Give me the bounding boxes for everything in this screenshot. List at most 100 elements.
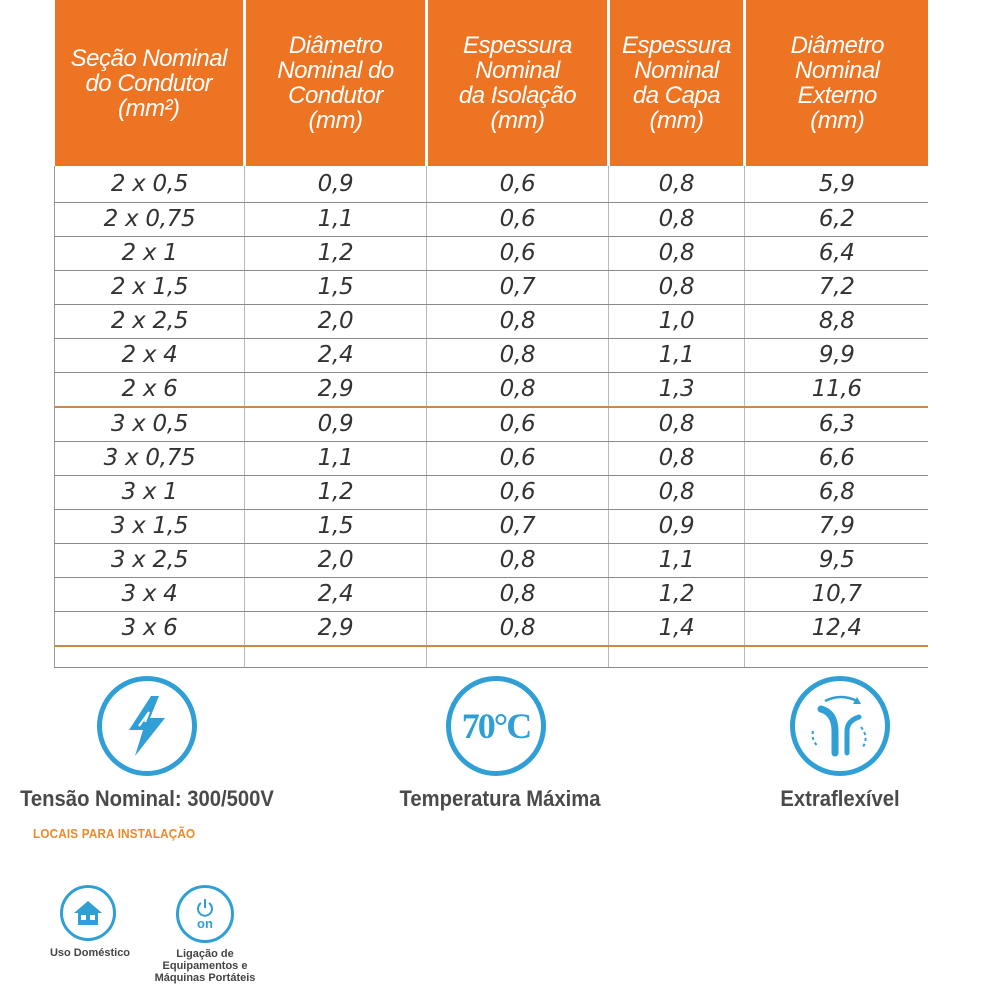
feature-tensao: Tensão Nominal: 300/500V: [0, 676, 300, 816]
power-on-icon: on: [176, 885, 234, 943]
table-cell: 2 x 4: [54, 338, 245, 373]
table-cell: 2 x 0,75: [54, 202, 245, 237]
locais-item-ligacao-equipamentos: on Ligação de Equipamentos e Máquinas Po…: [140, 885, 270, 995]
table-cell: 6,8: [744, 475, 928, 510]
table-cell: 0,8: [608, 407, 745, 442]
table-cell: 2,9: [244, 611, 427, 647]
table-cell-empty: [54, 646, 245, 668]
feature-temperatura-label: Temperatura Máxima: [399, 786, 601, 811]
table-cell: 0,8: [426, 338, 609, 373]
table-cell: 1,2: [608, 577, 745, 612]
table-cell: 0,8: [426, 611, 609, 647]
table-cell: 2,9: [244, 372, 427, 408]
table-cell: 0,8: [608, 270, 745, 305]
table-cell: 0,9: [244, 407, 427, 442]
table-row: 3 x 0,5 0,9 0,6 0,8 6,3: [54, 407, 928, 442]
table-cell: 1,5: [244, 509, 427, 544]
table-cell: 2,0: [244, 304, 427, 339]
lightning-icon: [97, 676, 197, 776]
table-cell: 2 x 6: [54, 372, 245, 408]
table-cell: 1,5: [244, 270, 427, 305]
cable-specs-table: Seção Nominal do Condutor (mm²) Diâmetro…: [54, 0, 928, 668]
table-row: 2 x 0,75 1,1 0,6 0,8 6,2: [54, 202, 928, 237]
table-cell: 0,6: [426, 236, 609, 271]
header-espessura-isolacao: Espessura Nominal da Isolação (mm): [426, 0, 610, 166]
table-cell: 1,2: [244, 236, 427, 271]
table-cell: 2 x 0,5: [54, 166, 245, 203]
table-cell: 3 x 0,75: [54, 441, 245, 476]
table-cell: 3 x 1: [54, 475, 245, 510]
table-row: 3 x 2,5 2,0 0,8 1,1 9,5: [54, 543, 928, 578]
table-cell: 1,1: [608, 543, 745, 578]
table-row: 2 x 6 2,9 0,8 1,3 11,6: [54, 372, 928, 408]
header-secao-nominal: Seção Nominal do Condutor (mm²): [54, 0, 246, 166]
uso-domestico-label: Uso Doméstico: [49, 947, 131, 959]
table-cell: 3 x 6: [54, 611, 245, 647]
temperature-70c-icon: 70°C: [446, 676, 546, 776]
table-cell: 7,2: [744, 270, 928, 305]
feature-tensao-label: Tensão Nominal: 300/500V: [20, 786, 274, 811]
table-cell: 0,6: [426, 407, 609, 442]
table-cell-empty: [426, 646, 609, 668]
table-cell: 6,2: [744, 202, 928, 237]
locais-title: LOCAIS PARA INSTALAÇÃO: [33, 826, 196, 841]
table-cell: 0,8: [426, 577, 609, 612]
table-row: 2 x 2,5 2,0 0,8 1,0 8,8: [54, 304, 928, 339]
table-cell-empty: [244, 646, 427, 668]
table-cell: 0,8: [608, 202, 745, 237]
table-cell: 2,0: [244, 543, 427, 578]
table-row: 2 x 4 2,4 0,8 1,1 9,9: [54, 338, 928, 373]
table-cell: 0,6: [426, 441, 609, 476]
table-cell: 9,5: [744, 543, 928, 578]
power-on-badge: on: [197, 916, 213, 931]
table-row: 2 x 1,5 1,5 0,7 0,8 7,2: [54, 270, 928, 305]
table-cell: 0,8: [426, 304, 609, 339]
table-cell: 2,4: [244, 577, 427, 612]
table-row: 2 x 1 1,2 0,6 0,8 6,4: [54, 236, 928, 271]
table-cell: 11,6: [744, 372, 928, 408]
feature-temperatura: 70°C Temperatura Máxima: [380, 676, 620, 816]
table-row: 3 x 6 2,9 0,8 1,4 12,4: [54, 611, 928, 647]
table-cell: 3 x 1,5: [54, 509, 245, 544]
feature-extraflexivel-label: Extraflexível: [780, 786, 900, 811]
table-cell: 0,6: [426, 166, 609, 203]
table-cell: 0,8: [426, 543, 609, 578]
table-cell: 2 x 1,5: [54, 270, 245, 305]
temperature-badge: 70°C: [461, 706, 532, 746]
table-cell: 6,4: [744, 236, 928, 271]
locais-item-uso-domestico: Uso Doméstico: [40, 885, 140, 965]
table-cell: 2 x 1: [54, 236, 245, 271]
table-cell: 0,8: [608, 475, 745, 510]
table-cell: 7,9: [744, 509, 928, 544]
table-cell: 0,8: [608, 166, 745, 203]
table-cell: 0,8: [608, 441, 745, 476]
table-row: 2 x 0,5 0,9 0,6 0,8 5,9: [54, 166, 928, 203]
cable-specs-table-wrap: Seção Nominal do Condutor (mm²) Diâmetro…: [54, 0, 928, 668]
feature-extraflexivel: Extraflexível: [740, 676, 940, 816]
table-row-cut-off: [54, 646, 928, 668]
table-body: 2 x 0,5 0,9 0,6 0,8 5,9 2 x 0,75 1,1 0,6 0,8 6,2 2…: [54, 166, 928, 668]
table-row: 3 x 1 1,2 0,6 0,8 6,8: [54, 475, 928, 510]
table-cell: 8,8: [744, 304, 928, 339]
table-cell: 0,9: [608, 509, 745, 544]
table-cell: 1,0: [608, 304, 745, 339]
table-cell: 1,2: [244, 475, 427, 510]
table-cell: 0,6: [426, 202, 609, 237]
header-row: Seção Nominal do Condutor (mm²) Diâmetro…: [54, 0, 928, 166]
table-cell: 6,3: [744, 407, 928, 442]
flexible-cable-icon: [790, 676, 890, 776]
table-cell: 1,1: [244, 441, 427, 476]
table-cell: 0,8: [426, 372, 609, 408]
table-cell: 3 x 4: [54, 577, 245, 612]
table-row: 3 x 1,5 1,5 0,7 0,9 7,9: [54, 509, 928, 544]
table-row: 3 x 0,75 1,1 0,6 0,8 6,6: [54, 441, 928, 476]
table-cell: 3 x 2,5: [54, 543, 245, 578]
table-cell: 12,4: [744, 611, 928, 647]
house-icon: [60, 885, 116, 941]
header-diametro-condutor: Diâmetro Nominal do Condutor (mm): [244, 0, 428, 166]
table-cell: 6,6: [744, 441, 928, 476]
table-cell: 0,8: [608, 236, 745, 271]
table-cell: 0,6: [426, 475, 609, 510]
table-cell: 3 x 0,5: [54, 407, 245, 442]
table-cell: 0,9: [244, 166, 427, 203]
